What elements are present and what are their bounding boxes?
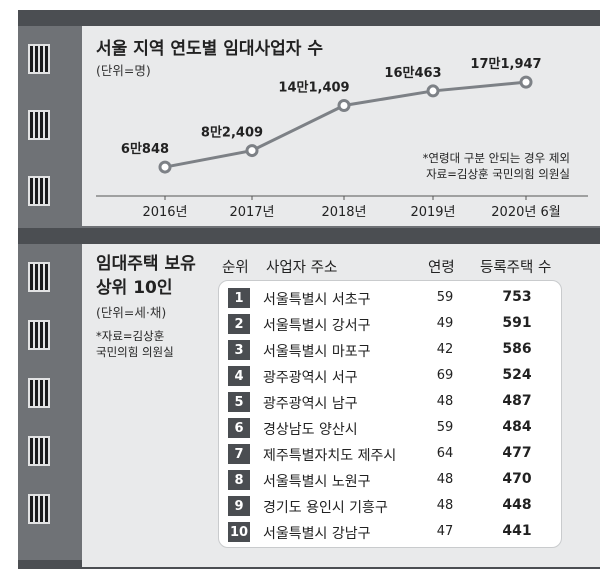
rank-badge: 7 [228,444,250,464]
table-row: 1 서울특별시 서초구 59 753 [219,285,561,311]
table-row: 7 제주특별자치도 제주시 64 477 [219,441,561,467]
table-row: 5 광주광역시 남구 48 487 [219,389,561,415]
window-icon [28,494,50,524]
rank-badge: 3 [228,340,250,360]
count-cell: 524 [502,367,532,383]
count-cell: 441 [502,523,532,539]
window-icon [28,176,50,206]
rank-badge: 2 [228,314,250,334]
table-title-line: 임대주택 보유 [96,254,196,274]
column-header-rank: 순위 [222,260,249,276]
table-row: 8 서울특별시 노원구 48 470 [219,467,561,493]
data-label: 8만2,409 [201,125,263,141]
table-row: 4 광주광역시 서구 69 524 [219,363,561,389]
x-tick-label: 2016년 [142,205,187,220]
rank-badge: 8 [228,470,250,490]
age-cell: 59 [436,290,454,305]
age-cell: 69 [436,368,454,383]
chart-source: 자료=김상훈 국민의힘 의원실 [426,167,570,181]
count-cell: 591 [502,315,532,331]
count-cell: 484 [502,419,532,435]
data-point [519,75,533,89]
window-icon [28,320,50,350]
x-tick-label: 2017년 [229,205,274,220]
age-cell: 47 [436,524,454,539]
rank-badge: 5 [228,392,250,412]
rank-badge: 4 [228,366,250,386]
count-cell: 753 [502,289,532,305]
table-source-line: *자료=김상훈 [96,329,165,343]
table-source: *자료=김상훈 국민의힘 의원실 [96,328,174,360]
address-cell: 서울특별시 마포구 [263,344,371,360]
address-cell: 경상남도 양산시 [263,422,358,438]
table-row: 6 경상남도 양산시 59 484 [219,415,561,441]
window-icon [28,110,50,140]
data-label: 6만848 [121,141,169,157]
data-label: 17만1,947 [470,56,541,72]
address-cell: 제주특별자치도 제주시 [263,448,397,464]
rank-badge: 6 [228,418,250,438]
age-cell: 59 [436,420,454,435]
data-label: 16만463 [384,65,441,81]
chart-note: *연령대 구분 안되는 경우 제외 [422,151,570,165]
data-point [337,98,351,112]
column-header-count: 등록주택 수 [480,260,552,276]
data-point [245,144,259,158]
x-tick-label: 2018년 [321,205,366,220]
rank-badge: 10 [228,522,250,542]
count-cell: 586 [502,341,532,357]
count-cell: 448 [502,497,532,513]
age-cell: 49 [436,316,454,331]
data-label: 14만1,409 [278,79,349,95]
x-tick-label: 2019년 [410,205,455,220]
address-cell: 서울특별시 노원구 [263,474,371,490]
address-cell: 서울특별시 서초구 [263,292,371,308]
column-header-age: 연령 [428,260,455,276]
age-cell: 64 [436,446,454,461]
table-title: 임대주택 보유 상위 10인 [96,252,196,300]
building-roof-top [18,10,600,26]
chart-unit: (단위=명) [96,63,151,78]
data-point [426,84,440,98]
address-cell: 광주광역시 서구 [263,370,358,386]
table-title-line: 상위 10인 [96,278,173,298]
column-header-address: 사업자 주소 [266,260,338,276]
window-icon [28,44,50,74]
age-cell: 48 [436,498,454,513]
count-cell: 470 [502,471,532,487]
chart-title: 서울 지역 연도별 임대사업자 수 [96,39,323,59]
window-icon [28,436,50,466]
data-point [158,160,172,174]
age-cell: 48 [436,472,454,487]
age-cell: 42 [436,342,454,357]
count-cell: 477 [502,445,532,461]
table-source-line: 국민의힘 의원실 [96,345,174,359]
address-cell: 서울특별시 강남구 [263,526,371,542]
line-chart-panel [82,26,600,226]
address-cell: 경기도 용인시 기흥구 [263,500,388,516]
rank-badge: 1 [228,288,250,308]
window-icon [28,262,50,292]
ranking-table: 1 서울특별시 서초구 59 753 2 서울특별시 강서구 49 591 3 … [218,280,562,548]
table-row: 9 경기도 용인시 기흥구 48 448 [219,493,561,519]
table-row: 2 서울특별시 강서구 49 591 [219,311,561,337]
address-cell: 서울특별시 강서구 [263,318,371,334]
rank-badge: 9 [228,496,250,516]
x-tick-label: 2020년 6월 [491,205,560,220]
building-roof-middle [18,228,600,244]
count-cell: 487 [502,393,532,409]
age-cell: 48 [436,394,454,409]
table-row: 3 서울특별시 마포구 42 586 [219,337,561,363]
address-cell: 광주광역시 남구 [263,396,358,412]
window-icon [28,378,50,408]
table-row: 10 서울특별시 강남구 47 441 [219,519,561,545]
table-unit: (단위=세·채) [96,305,167,320]
